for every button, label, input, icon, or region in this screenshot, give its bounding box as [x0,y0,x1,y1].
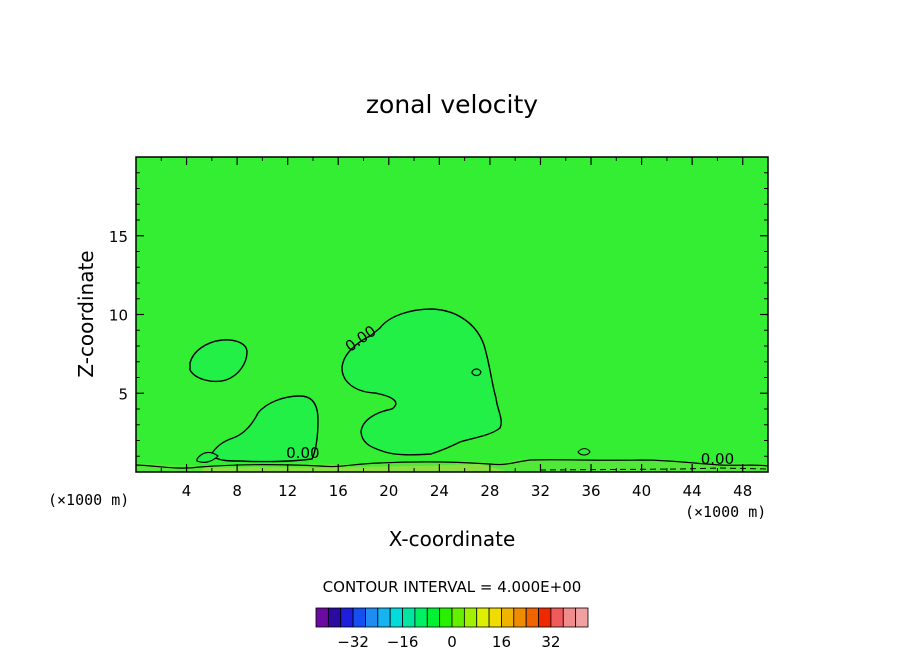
contour-label: 0.00 [701,450,734,468]
y-tick-label: 5 [118,385,128,403]
colorbar-swatch [327,607,342,628]
x-tick-label: 8 [232,482,242,500]
colorbar-tick-label: 32 [541,633,560,651]
colorbar-swatch [414,607,428,628]
y-tick-label: 15 [109,228,128,246]
x-tick-label: 4 [182,482,192,500]
colorbar-swatch [550,607,564,628]
colorbar-swatch [513,607,527,628]
contour-interval-label: CONTOUR INTERVAL = 4.000E+00 [323,578,582,596]
x-tick-label: 48 [733,482,752,500]
colorbar-swatch [463,607,478,628]
surface-band-light [200,464,510,472]
x-tick-label: 40 [632,482,651,500]
x-tick-label: 44 [683,482,702,500]
y-axis-label: Z-coordinate [74,250,98,377]
y-tick-label: 10 [109,307,128,325]
x-tick-label: 20 [379,482,398,500]
negative-patch-low [196,451,219,463]
negative-region-left-top [189,339,248,383]
negative-region-left-low [210,395,319,463]
contour-label: 0.00 [286,444,319,462]
colorbar-swatch [340,607,354,628]
zero-contour-bump [577,448,591,456]
x-tick-label: 32 [531,482,550,500]
colorbar-swatch [389,607,403,628]
negative-region-large [341,308,502,456]
colorbar-swatch [451,607,465,628]
colorbar [315,607,589,628]
colorbar-swatch [315,607,329,628]
x-tick-label: 24 [430,482,449,500]
colorbar-swatch [488,607,502,628]
colorbar-swatch [575,607,589,628]
colorbar-tick-label: −16 [387,633,419,651]
colorbar-swatch [402,607,416,628]
x-axis-unit-left: (×1000 m) [48,491,129,509]
colorbar-tick-label: 0 [447,633,457,651]
zero-contour-right [539,467,769,471]
x-axis-unit-right: (×1000 m) [685,503,766,521]
zero-contour-surface [135,459,769,469]
colorbar-swatch [365,607,379,628]
x-tick-label: 36 [581,482,600,500]
colorbar-swatch [476,607,490,628]
colorbar-swatch [426,607,441,628]
colorbar-swatch [501,607,515,628]
x-axis-label: X-coordinate [389,527,516,551]
colorbar-ticks: −32 −16 0 16 32 [337,633,560,651]
x-tick-label: 12 [278,482,297,500]
x-tick-label: 28 [480,482,499,500]
chart-title: zonal velocity [366,90,538,119]
colorbar-swatch [377,607,391,628]
colorbar-tick-label: −32 [337,633,369,651]
plot-area [135,157,769,472]
y-axis-ticks: 5 10 15 [109,172,768,457]
negative-patch-small [471,368,482,377]
colorbar-swatch [525,607,539,628]
colorbar-swatch [562,607,577,628]
x-tick-label: 16 [329,482,348,500]
colorbar-swatch [352,607,366,628]
colorbar-swatch [439,607,453,628]
x-axis-ticks: 4 8 12 16 20 24 28 32 36 40 44 48 [160,157,752,500]
colorbar-tick-label: 16 [492,633,511,651]
colorbar-swatch [538,607,552,628]
